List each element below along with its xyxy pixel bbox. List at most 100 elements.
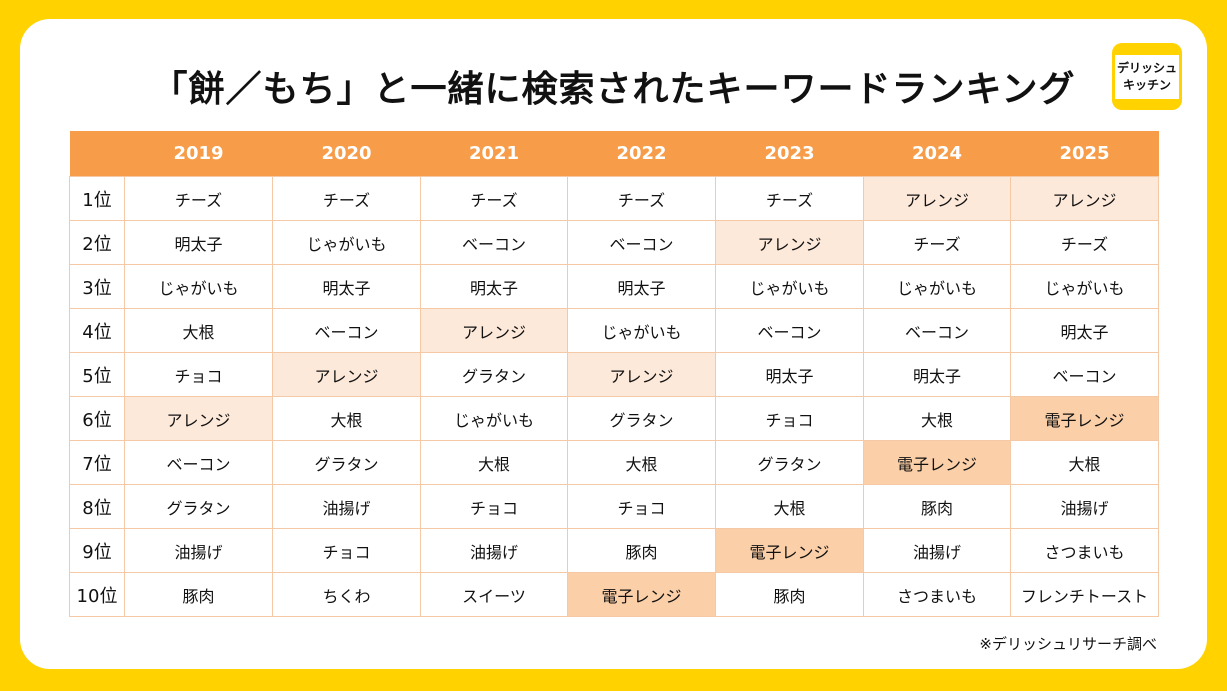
keyword-cell: チーズ (567, 176, 716, 221)
keyword-cell: 大根 (420, 440, 568, 485)
keyword-cell: アレンジ (715, 220, 864, 265)
table-body: 1位 チーズ チーズ チーズ チーズ チーズ アレンジ アレンジ 2位 明太子 じゃがいも ベーコンベ… (69, 176, 1159, 617)
table-row: 10位 豚肉 ちくわ スイーツ 電子レンジ 豚肉 さつまいも フレンチトースト (69, 572, 1159, 617)
keyword-cell: 大根 (567, 440, 716, 485)
keyword-cell: グラタン (272, 440, 421, 485)
keyword-cell: ベーコン (567, 220, 716, 265)
table-row: 8位 グラタン 油揚げ チョコ チョコ 大根 豚肉 油揚げ (69, 484, 1159, 529)
keyword-cell: グラタン (715, 440, 864, 485)
keyword-cell: アレンジ (567, 352, 716, 397)
keyword-cell: 明太子 (124, 220, 273, 265)
keyword-cell: グラタン (567, 396, 716, 441)
keyword-cell: じゃがいも (715, 264, 864, 309)
table-header-row: 2019 2020 2021 2022 2023 2024 2025 (69, 131, 1159, 177)
rank-label: 4位 (69, 308, 125, 353)
keyword-cell: 明太子 (272, 264, 421, 309)
keyword-cell: 油揚げ (1010, 484, 1159, 529)
keyword-cell: ちくわ (272, 572, 421, 617)
keyword-cell: 電子レンジ (863, 440, 1011, 485)
keyword-cell: ベーコン (272, 308, 421, 353)
logo-line-2: キッチン (1122, 78, 1171, 92)
rank-label: 6位 (69, 396, 125, 441)
logo-text-box: デリッシュ キッチン (1115, 55, 1179, 99)
keyword-cell: さつまいも (863, 572, 1011, 617)
column-header (69, 131, 125, 177)
keyword-cell: チョコ (272, 528, 421, 573)
keyword-cell: じゃがいも (272, 220, 421, 265)
keyword-cell: チーズ (420, 176, 568, 221)
keyword-cell: じゃがいも (420, 396, 568, 441)
column-header: 2021 (420, 131, 568, 177)
keyword-cell: チョコ (124, 352, 273, 397)
column-header: 2023 (715, 131, 864, 177)
table-row: 4位 大根 ベーコン アレンジ じゃがいも ベーコン ベーコン 明太子 (69, 308, 1159, 353)
keyword-cell: さつまいも (1010, 528, 1159, 573)
keyword-cell: 電子レンジ (715, 528, 864, 573)
rank-label: 3位 (69, 264, 125, 309)
keyword-cell: 油揚げ (272, 484, 421, 529)
keyword-cell: チョコ (715, 396, 864, 441)
page-title: 「餅／もち」と一緒に検索されたキーワードランキング (151, 69, 1076, 110)
keyword-cell: ベーコン (124, 440, 273, 485)
table-row: 6位 アレンジ 大根 じゃがいも グラタン チョコ 大根 電子レンジ (69, 396, 1159, 441)
column-header: 2022 (567, 131, 716, 177)
table-row: 2位 明太子 じゃがいも ベーコン ベーコン アレンジ チーズ チーズ (69, 220, 1159, 265)
keyword-cell: 豚肉 (124, 572, 273, 617)
rank-label: 2位 (69, 220, 125, 265)
keyword-cell: 豚肉 (715, 572, 864, 617)
ranking-table: 2019 2020 2021 2022 2023 2024 2025 1位 チーズ… (69, 131, 1159, 617)
table-row: 9位 油揚げ チョコ 油揚げ 豚肉 電子レンジ 油揚げ さつまいも (69, 528, 1159, 573)
keyword-cell: 明太子 (567, 264, 716, 309)
keyword-cell: チョコ (420, 484, 568, 529)
table-row: 5位 チョコ アレンジ グラタン アレンジ 明太子 明太子 ベーコン (69, 352, 1159, 397)
keyword-cell: フレンチトースト (1010, 572, 1159, 617)
keyword-cell: 大根 (715, 484, 864, 529)
keyword-cell: 油揚げ (124, 528, 273, 573)
keyword-cell: 豚肉 (863, 484, 1011, 529)
keyword-cell: 油揚げ (420, 528, 568, 573)
keyword-cell: 明太子 (715, 352, 864, 397)
logo-line-1: デリッシュ (1116, 61, 1177, 75)
keyword-cell: アレンジ (272, 352, 421, 397)
keyword-cell: アレンジ (124, 396, 273, 441)
keyword-cell: チーズ (863, 220, 1011, 265)
rank-label: 8位 (69, 484, 125, 529)
rank-label: 1位 (69, 176, 125, 221)
keyword-cell: じゃがいも (863, 264, 1011, 309)
keyword-cell: チーズ (272, 176, 421, 221)
keyword-cell: アレンジ (420, 308, 568, 353)
keyword-cell: 豚肉 (567, 528, 716, 573)
keyword-cell: 明太子 (1010, 308, 1159, 353)
keyword-cell: チョコ (567, 484, 716, 529)
keyword-cell: グラタン (124, 484, 273, 529)
keyword-cell: 明太子 (420, 264, 568, 309)
keyword-cell: 大根 (1010, 440, 1159, 485)
keyword-cell: 油揚げ (863, 528, 1011, 573)
keyword-cell: 電子レンジ (567, 572, 716, 617)
keyword-cell: ベーコン (1010, 352, 1159, 397)
column-header: 2025 (1010, 131, 1159, 177)
keyword-cell: チーズ (715, 176, 864, 221)
table-row: 7位 ベーコン グラタン 大根 大根 グラタン 電子レンジ 大根 (69, 440, 1159, 485)
column-header: 2020 (272, 131, 421, 177)
keyword-cell: 電子レンジ (1010, 396, 1159, 441)
column-header: 2024 (863, 131, 1011, 177)
keyword-cell: スイーツ (420, 572, 568, 617)
rank-label: 10位 (69, 572, 125, 617)
column-header: 2019 (124, 131, 273, 177)
keyword-cell: グラタン (420, 352, 568, 397)
table-row: 3位 じゃがいも 明太子 明太子 明太子 じゃがいも じゃがいも じゃがいも (69, 264, 1159, 309)
logo: デリッシュ キッチン (1112, 43, 1182, 110)
keyword-cell: じゃがいも (1010, 264, 1159, 309)
keyword-cell: 明太子 (863, 352, 1011, 397)
keyword-cell: チーズ (1010, 220, 1159, 265)
keyword-cell: 大根 (863, 396, 1011, 441)
table-row: 1位 チーズ チーズ チーズ チーズ チーズ アレンジ アレンジ (69, 176, 1159, 221)
keyword-cell: 大根 (272, 396, 421, 441)
keyword-cell: ベーコン (715, 308, 864, 353)
keyword-cell: アレンジ (863, 176, 1011, 221)
keyword-cell: ベーコン (420, 220, 568, 265)
source-note: ※デリッシュリサーチ調べ (979, 635, 1157, 653)
keyword-cell: チーズ (124, 176, 273, 221)
keyword-cell: アレンジ (1010, 176, 1159, 221)
